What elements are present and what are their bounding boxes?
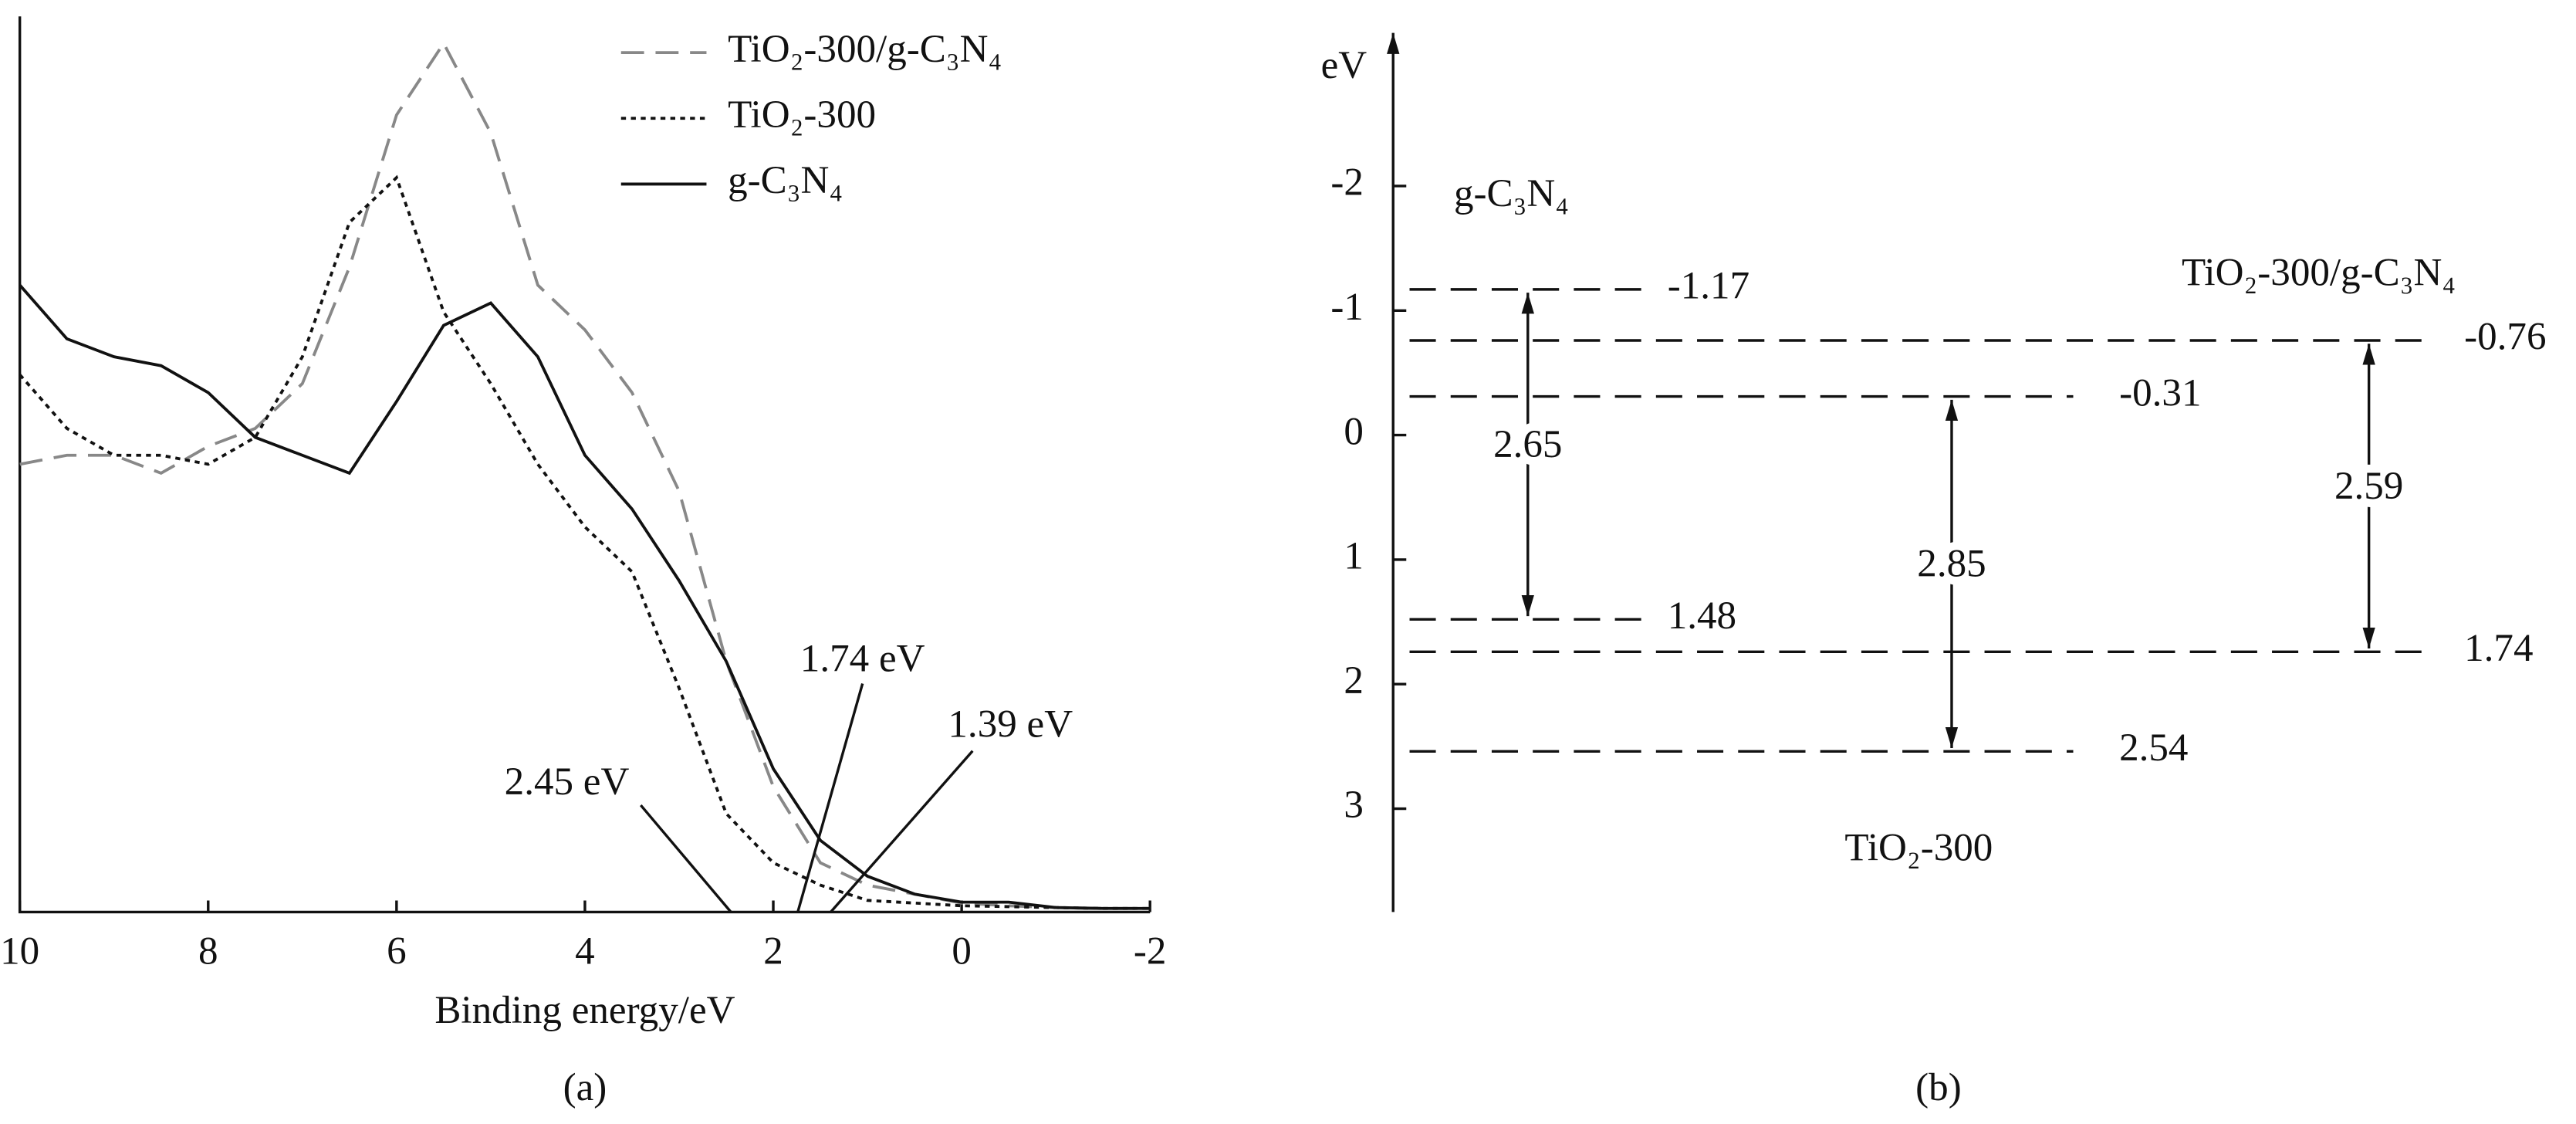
x-axis-label: Binding energy/eV <box>434 988 735 1032</box>
y-tick-label: 2 <box>1344 658 1364 702</box>
panel-b: eV (b) -2 -1 0 1 2 3 g-C₃N₄ -1.17 1.48 2.65 TiO₂-3… <box>1321 32 2547 1109</box>
band-edge-label: -0.76 <box>2464 315 2546 359</box>
tangent-line <box>796 683 864 912</box>
y-tick-label: 0 <box>1344 409 1364 453</box>
tangent-line <box>830 750 974 913</box>
legend-label: g-C₃N₄ <box>728 158 843 202</box>
y-tick-label: 1 <box>1344 534 1364 578</box>
legend-label: TiO₂-300/g-C₃N₄ <box>728 27 1002 71</box>
panel-label: (b) <box>1915 1065 1962 1109</box>
band-edge-label: -0.31 <box>2119 371 2201 415</box>
x-tick-label: -2 <box>1134 929 1167 973</box>
x-tick-label: 0 <box>952 929 972 973</box>
annotation-label: 1.39 eV <box>948 702 1073 747</box>
material-name: g-C₃N₄ <box>1454 171 1569 215</box>
annotation-label: 1.74 eV <box>800 637 925 681</box>
band-edge-label: 1.48 <box>1668 594 1736 638</box>
panel-label: (a) <box>563 1065 607 1109</box>
data-line <box>19 284 1151 910</box>
y-tick-label: 3 <box>1344 783 1364 827</box>
tangent-line <box>640 804 732 913</box>
data-line <box>19 174 1151 910</box>
x-tick-label: 8 <box>198 929 218 973</box>
y-axis-label: eV <box>1321 43 1367 87</box>
band-edge-label: 1.74 <box>2464 626 2533 670</box>
gap-label: 2.59 <box>2334 464 2403 508</box>
annotation-label: 2.45 eV <box>505 760 630 804</box>
band-edge-label: -1.17 <box>1668 264 1749 308</box>
x-tick-label: 6 <box>387 929 407 973</box>
x-tick-label: 2 <box>763 929 783 973</box>
material-name: TiO₂-300/g-C₃N₄ <box>2182 250 2456 294</box>
legend-label: TiO₂-300 <box>728 93 876 137</box>
material-name: TiO₂-300 <box>1844 825 1993 869</box>
gap-label: 2.85 <box>1917 542 1986 586</box>
x-tick-label: 4 <box>575 929 595 973</box>
band-edge-label: 2.54 <box>2119 726 2188 770</box>
panel-a: Binding energy/eV (a) 10 8 6 4 2 0 -2 TiO₂-300/… <box>0 16 1166 1109</box>
y-tick-label: -2 <box>1330 161 1364 205</box>
gap-label: 2.65 <box>1493 422 1562 466</box>
x-tick-label: 10 <box>0 929 39 973</box>
y-tick-label: -1 <box>1330 285 1364 329</box>
